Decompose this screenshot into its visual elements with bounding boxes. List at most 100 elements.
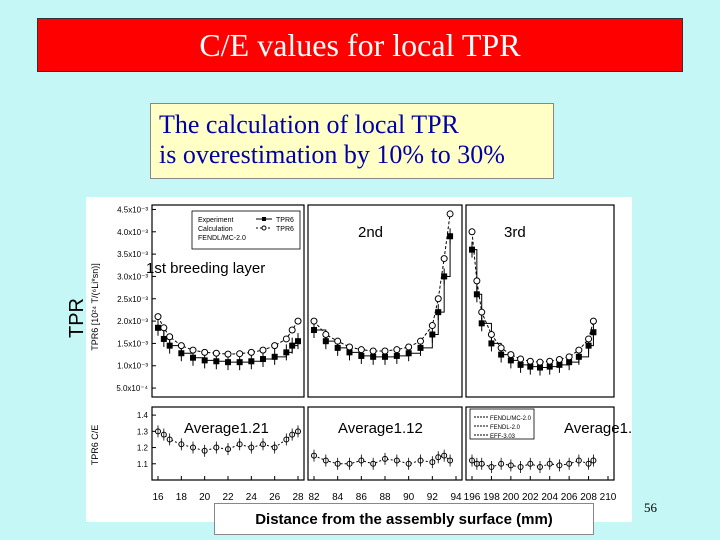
experiment-point [271,353,278,360]
panel-frame-bottom [465,406,615,481]
ce-line [157,430,299,452]
calculation-point [575,346,583,354]
calculation-line [313,213,451,352]
calculation-point [166,333,174,341]
calculation-point [585,335,593,343]
bottom-legend-box [469,408,535,440]
experiment-point [166,342,173,349]
x-axis-label: Distance from the assembly surface (mm) [214,503,594,535]
calculation-point [346,343,353,351]
calculation-point [259,346,267,354]
average-label: Average1.21 [184,420,269,437]
slide-title-bar: C/E values for local TPR [37,18,683,72]
experiment-point [311,327,317,334]
calculation-point [565,353,573,361]
experiment-point [498,351,505,358]
legend-marker-experiment [262,217,266,221]
x-tick-label: 16 [152,492,164,503]
calculation-point [473,277,481,285]
experiment-point [566,359,573,366]
y-tick-label-top: 4.5x10⁻³ [117,205,148,214]
x-tick-label: 210 [600,492,617,503]
x-tick-label: 28 [292,492,304,503]
panel-frame-top [151,204,305,398]
chart-figure: TPR6 [10²⁴ T/(⁶Li*sn)] TPR6 C/E 4.5x10⁻³ 4.… [86,197,653,522]
calculation-point [446,210,454,218]
experiment-point [178,350,185,357]
legend-marker-calculation [261,225,267,231]
calculation-point [310,317,318,325]
experiment-point [537,364,543,371]
legend-tpr6-2: TPR6 [276,226,294,233]
x-tick-label: 92 [427,492,439,503]
experiment-point [546,363,553,370]
x-tick-label: 202 [522,492,539,503]
calculation-point [322,330,330,338]
panel-frame-bottom [307,406,463,481]
x-tick-label: 90 [403,492,415,503]
calculation-point [282,335,290,343]
calculation-point [177,342,185,350]
x-tick-label: 18 [176,492,188,503]
panel-frame-top [307,204,463,398]
layer-label: 3rd [504,224,526,241]
calculation-point [468,228,476,236]
experiment-point [488,340,495,347]
experiment-point [585,342,592,349]
panel-frame-top [465,204,615,398]
bottom-legend-entry: EFF-3.03 [490,434,516,440]
experiment-line [314,236,451,358]
experiment-point [155,324,161,331]
calculation-point [381,347,389,355]
experiment-line [472,249,594,369]
x-tick-label: 206 [561,492,578,503]
calculation-point [201,348,209,356]
x-tick-label: 24 [246,492,258,503]
experiment-point [236,359,243,366]
y-tick-label-bottom: 1.1 [137,460,149,469]
calculation-line [157,316,299,355]
experiment-point [447,233,454,240]
experiment-point [190,354,196,361]
y-tick-label-top: 3.5x10⁻³ [117,250,148,259]
legend-calculation: Calculation [198,226,233,233]
calculation-point [160,324,168,332]
callout-box: The calculation of local TPR is overesti… [150,103,554,179]
calculation-point [357,346,365,354]
calculation-point [224,350,232,358]
experiment-point [160,335,167,342]
calculation-point [546,357,554,365]
calculation-point [294,317,302,325]
experiment-point [517,361,524,368]
x-tick-label: 20 [199,492,211,503]
calculation-point [526,357,534,365]
calculation-point [154,313,162,321]
experiment-point [469,246,475,253]
calculation-point [517,355,525,363]
calculation-point [507,351,515,359]
x-tick-label: 198 [483,492,500,503]
experiment-point [590,329,597,336]
y-tick-label-top: 1.0x10⁻³ [117,362,148,371]
page-number: 56 [644,500,657,515]
experiment-point [213,358,220,365]
y-tick-label-top: 3.0x10⁻³ [117,272,148,281]
experiment-point [429,331,436,338]
experiment-point [527,363,534,370]
y-tick-label-bottom: 1.3 [137,427,149,436]
tpr-side-label: TPR [66,298,88,338]
average-label: Average1.12 [338,420,423,437]
experiment-point [405,350,412,357]
legend-tpr6-1: TPR6 [276,217,294,224]
calculation-point [369,347,377,355]
calculation-point [417,337,424,345]
experiment-point [289,342,296,349]
experiment-point [322,338,329,345]
experiment-point [248,358,255,365]
average-label: Average1. 09 [564,420,632,437]
calculation-point [487,330,495,338]
calculation-point [189,346,197,354]
callout-line-1: The calculation of local TPR [159,110,459,139]
calculation-point [497,344,505,352]
experiment-point [441,273,448,280]
